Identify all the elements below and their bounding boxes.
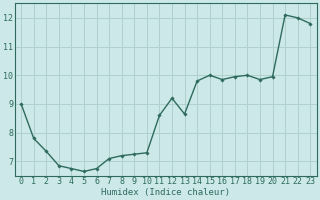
X-axis label: Humidex (Indice chaleur): Humidex (Indice chaleur) <box>101 188 230 197</box>
